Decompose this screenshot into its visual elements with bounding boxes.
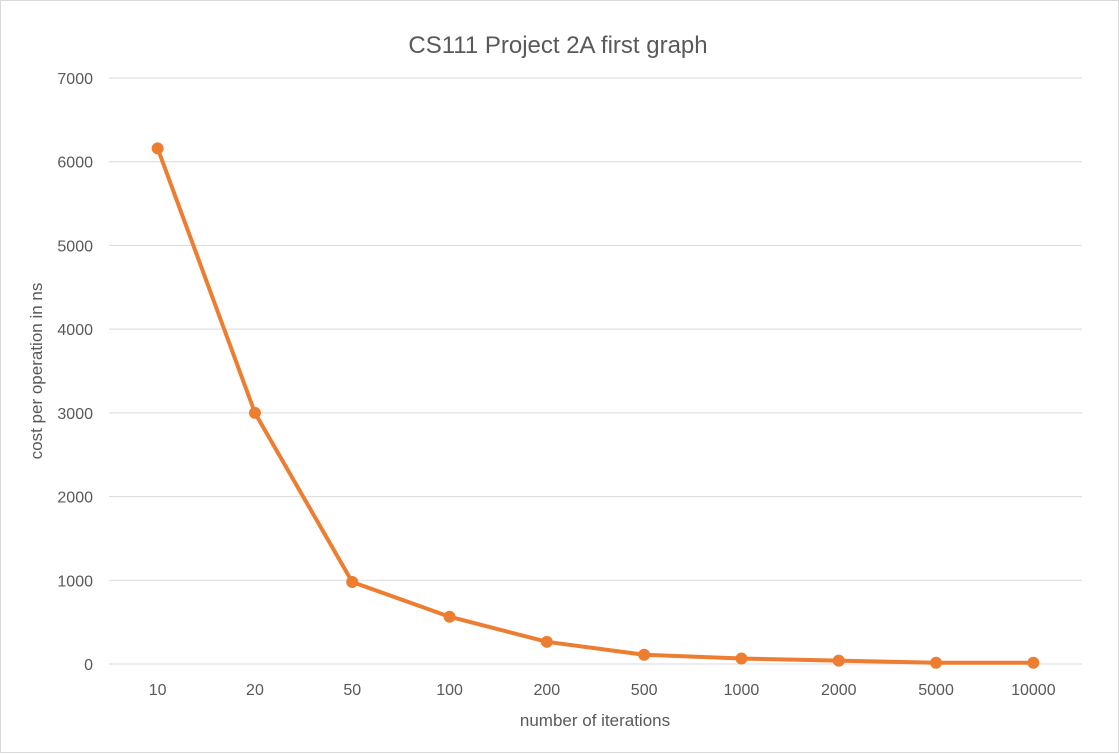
y-tick-label: 4000 — [57, 322, 93, 339]
y-axis-ticks: 0 1000 2000 3000 4000 5000 6000 7000 — [57, 71, 93, 674]
y-axis-title: cost per operation in ns — [27, 283, 46, 460]
data-point — [638, 648, 651, 661]
x-tick-label: 1000 — [724, 682, 760, 699]
y-tick-label: 6000 — [57, 155, 93, 172]
x-tick-label: 10000 — [1011, 682, 1056, 699]
y-tick-label: 0 — [84, 657, 93, 674]
data-point — [832, 654, 845, 667]
y-tick-label: 3000 — [57, 406, 93, 423]
x-tick-label: 100 — [436, 682, 463, 699]
data-point — [248, 406, 261, 419]
x-tick-label: 10 — [149, 682, 167, 699]
data-point — [443, 610, 456, 623]
y-tick-label: 2000 — [57, 490, 93, 507]
x-tick-label: 500 — [631, 682, 658, 699]
x-tick-label: 50 — [343, 682, 361, 699]
x-tick-label: 2000 — [821, 682, 857, 699]
series-line — [155, 146, 1036, 665]
data-point — [735, 652, 748, 665]
data-point — [346, 575, 359, 588]
x-tick-label: 20 — [246, 682, 264, 699]
data-point — [151, 142, 164, 155]
gridlines — [109, 77, 1082, 665]
data-point — [540, 635, 553, 648]
series-cost-per-operation — [151, 142, 1040, 669]
y-tick-label: 1000 — [57, 573, 93, 590]
data-point — [930, 656, 943, 669]
x-tick-label: 200 — [533, 682, 560, 699]
x-axis-title: number of iterations — [520, 711, 670, 730]
x-axis-ticks: 10 20 50 100 200 500 1000 2000 5000 10000 — [149, 682, 1056, 699]
y-tick-label: 7000 — [57, 71, 93, 88]
x-tick-label: 5000 — [918, 682, 954, 699]
chart-title: CS111 Project 2A first graph — [408, 32, 707, 59]
y-tick-label: 5000 — [57, 238, 93, 255]
data-point — [1027, 656, 1040, 669]
